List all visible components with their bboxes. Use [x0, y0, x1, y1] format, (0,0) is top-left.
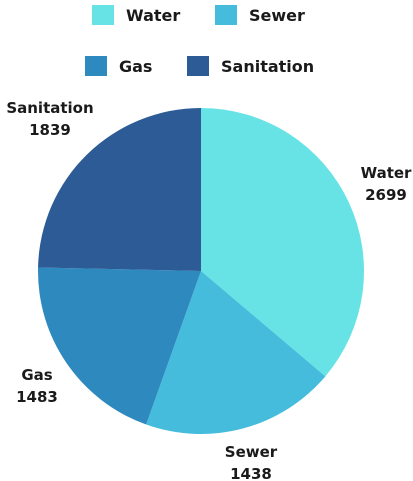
legend-swatch [215, 5, 237, 25]
pie-slices [38, 108, 364, 434]
slice-label-name: Sanitation [6, 99, 93, 117]
legend-item-gas: Gas [85, 56, 152, 76]
slice-label-value: 1483 [16, 388, 58, 406]
slice-label-value: 1438 [230, 465, 272, 481]
legend-swatch [85, 56, 107, 76]
legend-item-sewer: Sewer [215, 5, 305, 25]
pie-slice-gas [38, 267, 202, 425]
legend: Water Sewer Gas Sanitation [85, 5, 314, 76]
legend-label: Gas [119, 57, 152, 76]
slice-labels: Water 2699 Sewer 1438 Gas 1483 Sanitation 1839 [6, 99, 412, 481]
legend-item-sanitation: Sanitation [187, 56, 314, 76]
slice-label-name: Gas [21, 366, 52, 384]
slice-label-name: Water [361, 164, 412, 182]
legend-label: Sanitation [221, 57, 314, 76]
legend-item-water: Water [92, 5, 180, 25]
slice-label-value: 1839 [29, 121, 71, 139]
legend-label: Water [126, 6, 180, 25]
legend-swatch [187, 56, 209, 76]
slice-label-value: 2699 [365, 186, 407, 204]
legend-label: Sewer [249, 6, 305, 25]
pie-slice-water [201, 108, 364, 377]
pie-slice-sewer [146, 271, 326, 434]
pie-slice-sanitation [38, 108, 201, 271]
legend-swatch [92, 5, 114, 25]
slice-label-name: Sewer [225, 443, 278, 461]
